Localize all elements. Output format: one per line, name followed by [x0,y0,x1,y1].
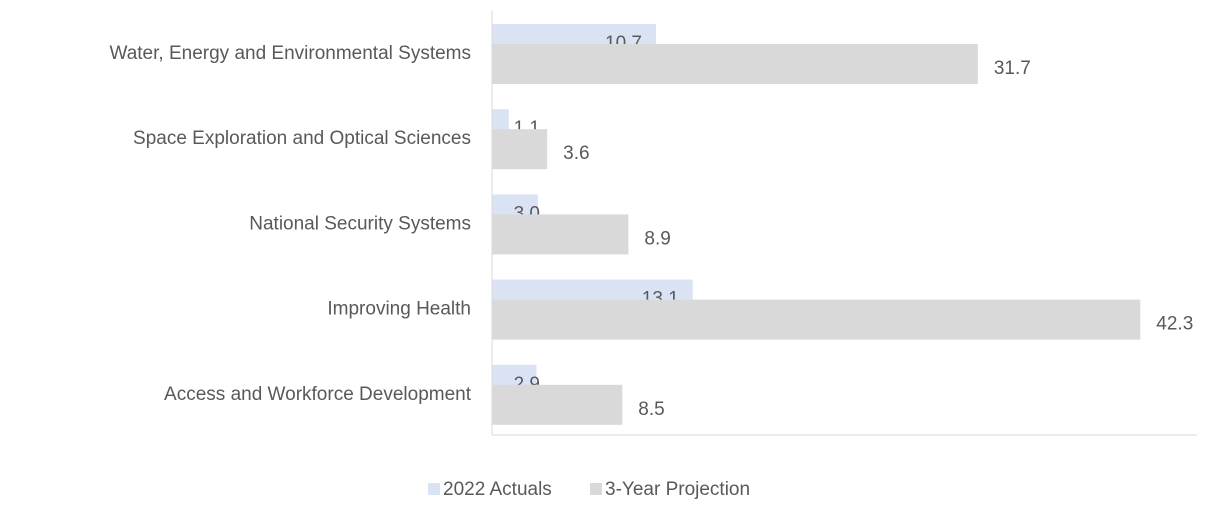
data-label: 8.5 [638,399,664,420]
y-tick-label: Water, Energy and Environmental Systems [109,43,471,64]
bar [492,129,548,170]
data-label: 3.6 [563,143,589,164]
bar [492,299,1141,340]
legend-swatch [428,483,440,495]
bar [492,44,978,84]
data-label: 42.3 [1156,314,1193,335]
legend-label: 2022 Actuals [443,479,552,500]
data-label: 31.7 [994,58,1031,79]
y-tick-label: National Security Systems [249,213,471,234]
bar [492,384,623,425]
legend-swatch [590,483,602,495]
data-label: 8.9 [644,228,670,249]
bar [492,214,629,255]
legend-label: 3-Year Projection [605,479,750,500]
y-tick-label: Improving Health [327,299,471,320]
y-tick-label: Space Exploration and Optical Sciences [133,128,471,149]
y-tick-label: Access and Workforce Development [164,384,472,405]
